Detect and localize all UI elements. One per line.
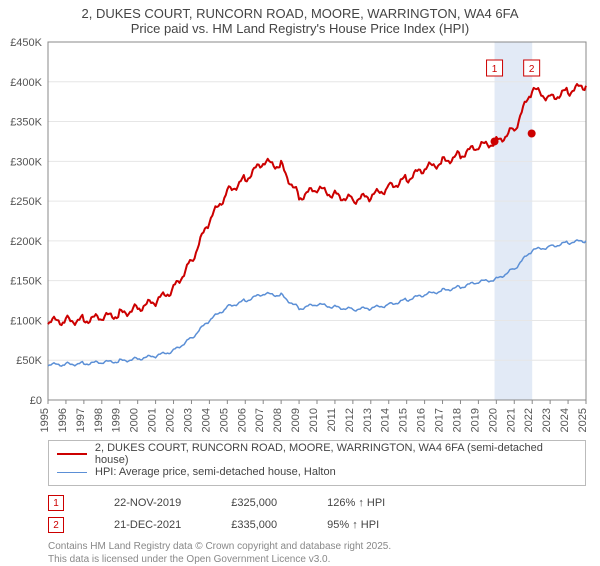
sale-price: £335,000 — [231, 519, 277, 531]
svg-text:2016: 2016 — [416, 408, 428, 432]
svg-text:2022: 2022 — [523, 408, 535, 432]
svg-text:1999: 1999 — [111, 408, 123, 432]
svg-text:2011: 2011 — [326, 408, 338, 432]
title-line-1: 2, DUKES COURT, RUNCORN ROAD, MOORE, WAR… — [0, 6, 600, 21]
svg-text:2002: 2002 — [165, 408, 177, 432]
title-line-2: Price paid vs. HM Land Registry's House … — [0, 21, 600, 36]
line-chart-svg: £0 £50K £100K £150K £200K £250K £300K £350K £400… — [0, 36, 600, 436]
legend-row: 2, DUKES COURT, RUNCORN ROAD, MOORE, WAR… — [57, 445, 577, 463]
svg-text:2024: 2024 — [559, 408, 571, 432]
footer-line-1: Contains HM Land Registry data © Crown c… — [48, 540, 586, 553]
svg-text:2005: 2005 — [218, 408, 230, 432]
attribution: Contains HM Land Registry data © Crown c… — [48, 540, 586, 566]
svg-text:2008: 2008 — [272, 408, 284, 432]
svg-text:£50K: £50K — [16, 355, 42, 367]
svg-text:2004: 2004 — [200, 408, 212, 432]
legend: 2, DUKES COURT, RUNCORN ROAD, MOORE, WAR… — [48, 440, 586, 486]
svg-text:1997: 1997 — [75, 408, 87, 432]
sale-marker-box: 1 — [48, 495, 64, 511]
sale-price: £325,000 — [231, 497, 277, 509]
svg-text:2019: 2019 — [469, 408, 481, 432]
svg-text:2006: 2006 — [236, 408, 248, 432]
svg-text:1996: 1996 — [57, 408, 69, 432]
svg-text:£450K: £450K — [10, 37, 42, 49]
sale-rows: 1 22-NOV-2019 £325,000 126% ↑ HPI 2 21-DEC-20… — [48, 492, 586, 536]
chart-area: £0 £50K £100K £150K £200K £250K £300K £350K £400… — [0, 36, 600, 436]
legend-swatch — [57, 472, 87, 473]
sale-date: 21-DEC-2021 — [114, 519, 181, 531]
svg-text:2000: 2000 — [129, 408, 141, 432]
svg-text:£350K: £350K — [10, 117, 42, 129]
svg-text:2023: 2023 — [541, 408, 553, 432]
svg-text:1998: 1998 — [93, 408, 105, 432]
svg-text:1: 1 — [492, 64, 498, 75]
legend-swatch — [57, 453, 87, 455]
sale-hpi-rel: 126% ↑ HPI — [327, 497, 385, 509]
svg-text:£0: £0 — [30, 395, 42, 407]
svg-text:2007: 2007 — [254, 408, 266, 432]
svg-text:2001: 2001 — [147, 408, 159, 432]
svg-text:£150K: £150K — [10, 276, 42, 288]
svg-text:£400K: £400K — [10, 77, 42, 89]
svg-text:£250K: £250K — [10, 196, 42, 208]
svg-text:2020: 2020 — [487, 408, 499, 432]
sale-row: 2 21-DEC-2021 £335,000 95% ↑ HPI — [48, 514, 586, 536]
svg-text:2021: 2021 — [505, 408, 517, 432]
chart-titles: 2, DUKES COURT, RUNCORN ROAD, MOORE, WAR… — [0, 0, 600, 36]
svg-text:2015: 2015 — [398, 408, 410, 432]
legend-label: HPI: Average price, semi-detached house,… — [95, 466, 336, 478]
svg-text:2003: 2003 — [182, 408, 194, 432]
svg-text:£200K: £200K — [10, 236, 42, 248]
sale-hpi-rel: 95% ↑ HPI — [327, 519, 379, 531]
svg-text:2012: 2012 — [344, 408, 356, 432]
sale-date: 22-NOV-2019 — [114, 497, 181, 509]
svg-text:£300K: £300K — [10, 156, 42, 168]
svg-text:1995: 1995 — [39, 408, 51, 432]
svg-text:2010: 2010 — [308, 408, 320, 432]
svg-text:2009: 2009 — [290, 408, 302, 432]
sale-row: 1 22-NOV-2019 £325,000 126% ↑ HPI — [48, 492, 586, 514]
svg-text:2: 2 — [529, 64, 535, 75]
svg-text:2013: 2013 — [362, 408, 374, 432]
sale-marker-box: 2 — [48, 517, 64, 533]
svg-text:2014: 2014 — [380, 408, 392, 432]
svg-text:2017: 2017 — [434, 408, 446, 432]
svg-text:2025: 2025 — [577, 408, 589, 432]
svg-text:2018: 2018 — [451, 408, 463, 432]
legend-label: 2, DUKES COURT, RUNCORN ROAD, MOORE, WAR… — [95, 442, 577, 466]
svg-text:£100K: £100K — [10, 315, 42, 327]
